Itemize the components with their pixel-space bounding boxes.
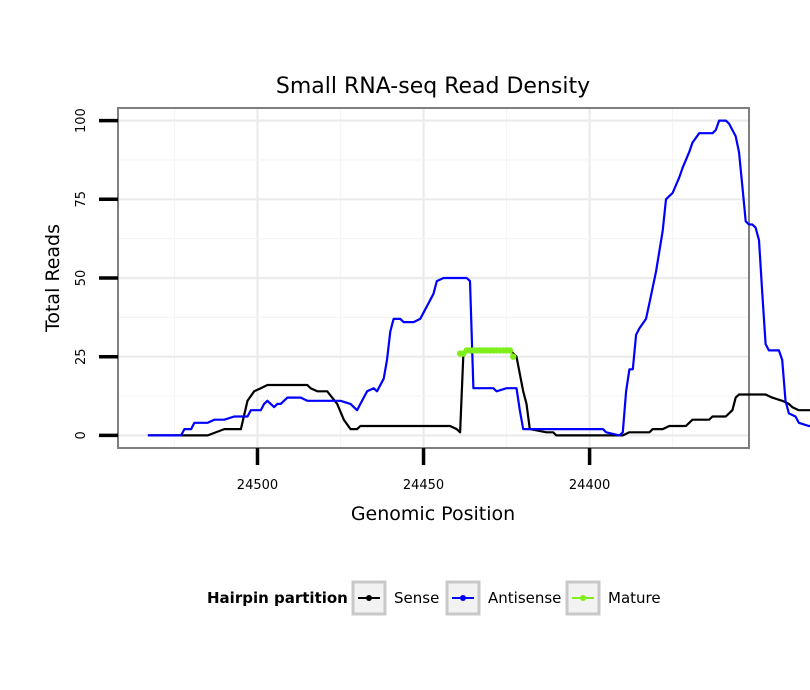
y-tick-label: 25 bbox=[74, 348, 89, 365]
series-line-sense bbox=[147, 349, 810, 437]
axes: 0 25 50 75 100 24500 24450 24400 bbox=[74, 108, 610, 493]
y-tick-label: 100 bbox=[74, 108, 89, 133]
y-tick-label: 50 bbox=[74, 270, 89, 287]
y-tick-label: 0 bbox=[74, 431, 89, 439]
legend-key-point bbox=[366, 595, 372, 601]
legend-label-sense: Sense bbox=[394, 589, 439, 607]
x-axis-label: Genomic Position bbox=[351, 503, 515, 525]
legend-title: Hairpin partition bbox=[207, 589, 348, 607]
x-tick-label: 24500 bbox=[237, 478, 278, 493]
series-line-antisense bbox=[147, 119, 810, 437]
x-tick-label: 24400 bbox=[569, 478, 610, 493]
grid bbox=[118, 108, 749, 448]
legend-key-point bbox=[460, 595, 466, 601]
y-tick-label: 75 bbox=[74, 191, 89, 208]
legend-label-mature: Mature bbox=[608, 589, 661, 607]
series-layer bbox=[147, 119, 810, 437]
mature-point bbox=[506, 347, 514, 354]
chart-title: Small RNA-seq Read Density bbox=[276, 74, 590, 99]
legend-key-point bbox=[580, 595, 586, 601]
y-axis-label: Total Reads bbox=[42, 224, 64, 333]
legend-label-antisense: Antisense bbox=[488, 589, 561, 607]
x-tick-label: 24450 bbox=[403, 478, 444, 493]
mature-point bbox=[510, 353, 517, 360]
legend: Hairpin partition Sense Antisense Mature bbox=[207, 580, 661, 616]
